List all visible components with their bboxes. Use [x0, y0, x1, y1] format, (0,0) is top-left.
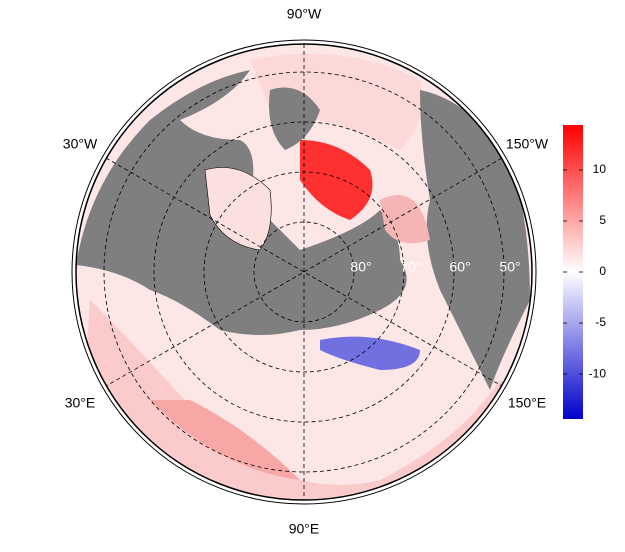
anomaly-field: [300, 140, 373, 220]
longitude-label: 150°E: [508, 395, 546, 411]
colorbar-tick-label: -5: [595, 315, 606, 329]
colorbar-ramp: [563, 125, 583, 419]
longitude-label: 30°E: [65, 395, 96, 411]
latitude-label: 60°: [449, 259, 470, 275]
greenland: [204, 167, 272, 251]
anomaly-field: [76, 300, 532, 500]
land: [420, 90, 530, 390]
colorbar: -10 -5 0 5 10: [563, 125, 606, 419]
longitude-label: 30°W: [63, 136, 98, 152]
colorbar-tick-label: 5: [599, 213, 606, 227]
longitude-label: 90°W: [287, 6, 322, 22]
land: [269, 87, 320, 150]
anomaly-field: [150, 400, 300, 480]
latitude-label: 70°: [400, 259, 421, 275]
colorbar-tick-label: 0: [599, 264, 606, 278]
longitude-label: 150°W: [506, 136, 549, 152]
anomaly-field: [320, 336, 420, 370]
colorbar-tick-label: 10: [593, 162, 607, 176]
colorbar-tick-label: -10: [589, 366, 607, 380]
anomaly-field: [250, 53, 423, 151]
longitude-label: 90°E: [289, 521, 320, 537]
map-frame: [71, 39, 537, 505]
latitude-label: 80°: [350, 259, 371, 275]
anomaly-field: [380, 195, 430, 244]
map-border: [75, 43, 533, 501]
graticule: [103, 44, 505, 500]
map-disk: [76, 44, 532, 500]
latitude-label: 50°: [499, 259, 520, 275]
